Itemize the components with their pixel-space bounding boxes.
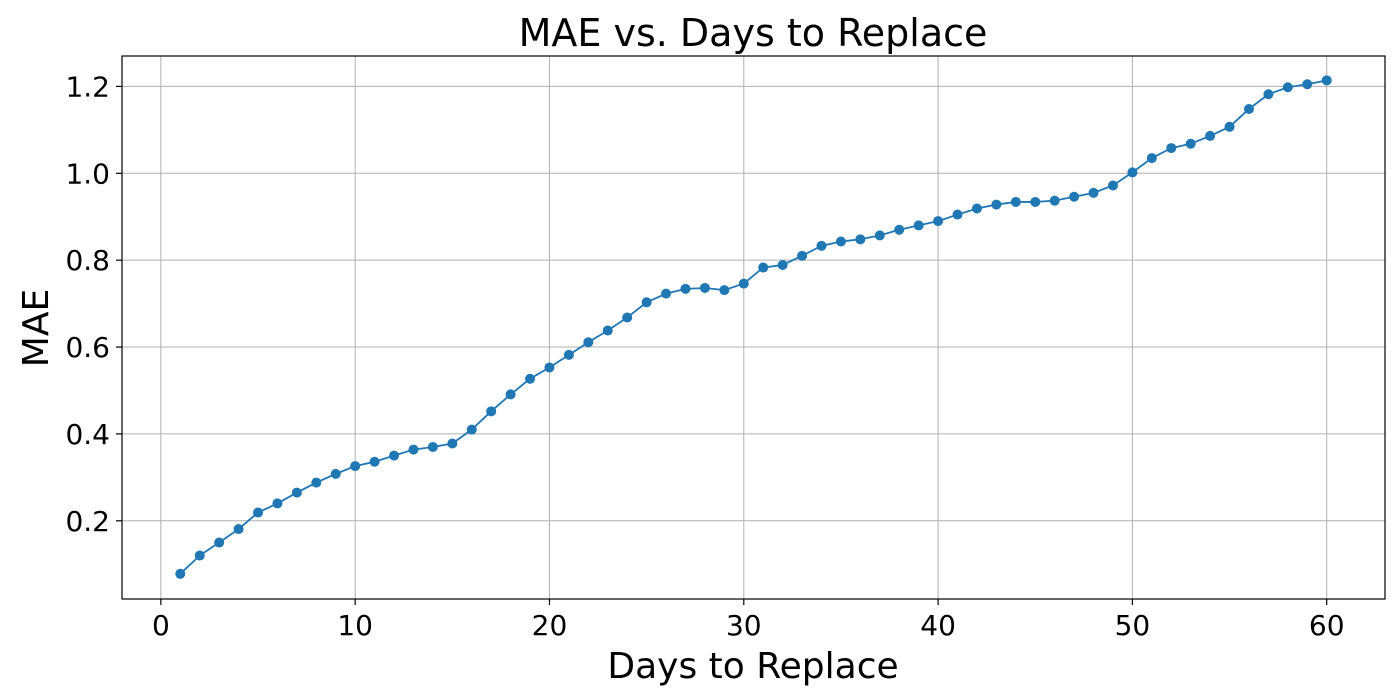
y-tick-label: 0.6 — [65, 331, 110, 364]
data-point — [1010, 196, 1021, 207]
data-point — [777, 259, 788, 270]
data-point — [233, 524, 244, 535]
series-group — [175, 75, 1332, 579]
x-tick-label: 10 — [337, 609, 373, 642]
data-point — [971, 203, 982, 214]
data-point — [1069, 191, 1080, 202]
y-tick-label: 0.2 — [65, 505, 110, 538]
data-point — [505, 389, 516, 400]
y-tick-label: 1.0 — [65, 157, 110, 190]
grid-lines — [122, 56, 1385, 599]
y-tick-label: 0.8 — [65, 244, 110, 277]
x-tick-label: 60 — [1309, 609, 1345, 642]
data-point — [1302, 79, 1313, 90]
data-point — [408, 444, 419, 455]
data-point — [991, 199, 1002, 210]
x-tick-label: 50 — [1115, 609, 1151, 642]
data-point — [874, 230, 885, 241]
x-tick-label: 30 — [726, 609, 762, 642]
data-point — [719, 285, 730, 296]
data-point — [1088, 187, 1099, 198]
data-point — [447, 438, 458, 449]
data-point — [1321, 75, 1332, 86]
chart-title: MAE vs. Days to Replace — [519, 11, 988, 55]
data-point — [272, 498, 283, 509]
data-point — [1030, 196, 1041, 207]
plot-frame — [121, 55, 1386, 600]
data-point — [1282, 82, 1293, 93]
data-point — [525, 373, 536, 384]
data-point — [835, 236, 846, 247]
data-point — [952, 209, 963, 220]
x-axis-label: Days to Replace — [607, 646, 898, 687]
data-point — [1224, 121, 1235, 132]
data-point — [369, 456, 380, 467]
x-tick-label: 0 — [152, 609, 170, 642]
data-point — [622, 312, 633, 323]
data-point — [1049, 195, 1060, 206]
x-tick-label: 40 — [920, 609, 956, 642]
data-point — [194, 550, 205, 561]
data-point — [602, 325, 613, 336]
data-point — [816, 240, 827, 251]
data-point — [758, 262, 769, 273]
data-point — [583, 337, 594, 348]
data-point — [253, 507, 264, 518]
data-point — [738, 278, 749, 289]
data-point — [330, 468, 341, 479]
data-point — [1243, 103, 1254, 114]
data-point — [1263, 89, 1274, 100]
axis-ticks: 0 10 20 30 40 50 60 0.2 0.4 0.6 0.8 1.0 1.2 — [65, 70, 1344, 642]
data-point — [563, 349, 574, 360]
data-point — [311, 477, 322, 488]
data-point — [661, 288, 672, 299]
data-point — [641, 297, 652, 308]
data-point — [699, 282, 710, 293]
data-point — [214, 537, 225, 548]
data-point — [913, 220, 924, 231]
data-point — [1185, 138, 1196, 149]
data-point — [350, 461, 361, 472]
data-point — [175, 568, 186, 579]
data-point — [1205, 130, 1216, 141]
data-point — [389, 450, 400, 461]
data-point — [797, 250, 808, 261]
data-point — [1127, 167, 1138, 178]
data-point — [466, 424, 477, 435]
data-point — [680, 283, 691, 294]
y-tick-label: 0.4 — [65, 418, 110, 451]
data-point — [933, 216, 944, 227]
data-point — [544, 362, 555, 373]
data-point — [1166, 143, 1177, 154]
data-point — [486, 406, 497, 417]
data-point — [1107, 180, 1118, 191]
data-point — [894, 224, 905, 235]
y-tick-label: 1.2 — [65, 70, 110, 103]
data-point — [427, 441, 438, 452]
data-point — [1146, 153, 1157, 164]
data-point — [855, 234, 866, 245]
data-point — [291, 487, 302, 498]
y-axis-label: MAE — [16, 289, 57, 367]
x-tick-label: 20 — [532, 609, 568, 642]
